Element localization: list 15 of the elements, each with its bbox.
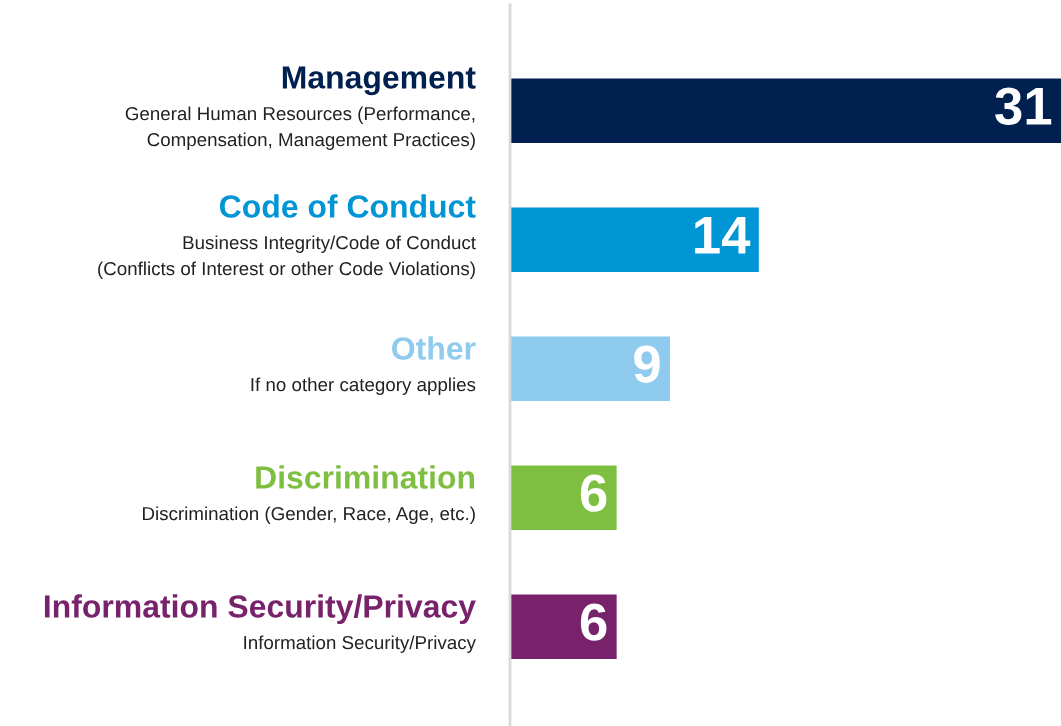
y-tick-label: Other If no other category applies bbox=[251, 336, 476, 395]
data-label: 6 bbox=[580, 474, 607, 512]
y-tick-label: Information Security/Privacy Information Security/Privacy bbox=[44, 594, 476, 653]
y-tick-label: Code of Conduct Business Integrity/Code of Conduct (Conflicts of Interest or other Code Violations) bbox=[98, 194, 476, 279]
bar bbox=[510, 207, 759, 272]
y-tick-label: Management General Human Resources (Performance, Compensation, Management Practices) bbox=[125, 66, 476, 150]
bar bbox=[510, 465, 617, 530]
bar bbox=[510, 78, 1061, 144]
data-label: 14 bbox=[695, 217, 751, 254]
data-label: 6 bbox=[580, 603, 607, 641]
data-label: 9 bbox=[634, 345, 660, 383]
data-label: 31 bbox=[995, 87, 1052, 126]
bar bbox=[510, 336, 670, 401]
bar bbox=[510, 594, 617, 659]
y-tick-label: Discrimination Discrimination (Gender, Race, Age, etc.) bbox=[143, 465, 475, 524]
